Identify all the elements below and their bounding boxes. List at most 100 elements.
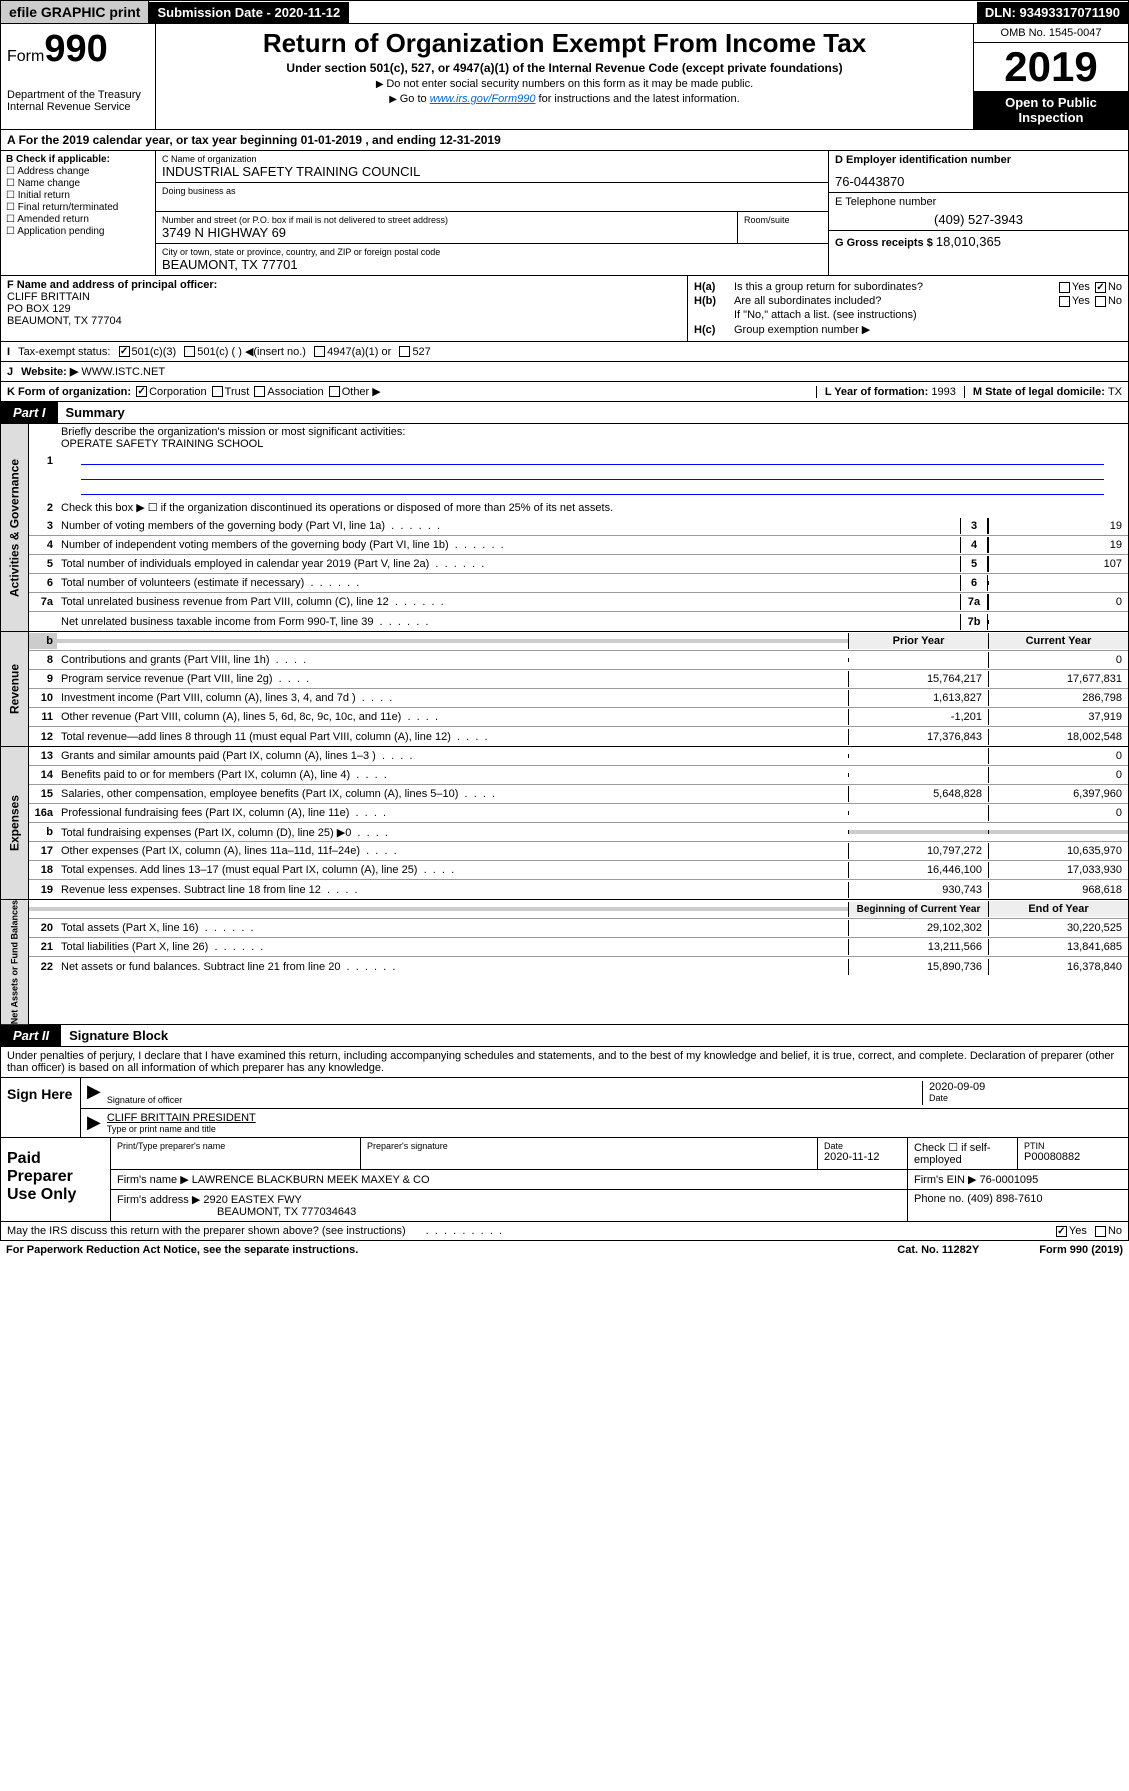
line-num: 11: [29, 709, 57, 725]
discuss-row: May the IRS discuss this return with the…: [0, 1222, 1129, 1241]
firm-addr-box: Firm's address ▶ 2920 EASTEX FWY BEAUMON…: [111, 1190, 908, 1221]
line-item: 19 Revenue less expenses. Subtract line …: [29, 880, 1128, 899]
part1-label: Part I: [1, 402, 58, 423]
chk-final[interactable]: ☐ Final return/terminated: [6, 202, 150, 213]
sig-name: CLIFF BRITTAIN PRESIDENT: [107, 1112, 256, 1124]
irs-link[interactable]: www.irs.gov/Form990: [430, 93, 536, 105]
group-return-box: H(a) Is this a group return for subordin…: [688, 276, 1128, 341]
firm-name: LAWRENCE BLACKBURN MEEK MAXEY & CO: [192, 1174, 430, 1186]
prep-name-label: Print/Type preparer's name: [117, 1141, 354, 1151]
chk-527[interactable]: [399, 346, 410, 357]
ptin-value: P00080882: [1024, 1151, 1122, 1163]
ha-line: H(a) Is this a group return for subordin…: [694, 281, 1122, 293]
discuss-no[interactable]: [1095, 1226, 1106, 1237]
sig-arrow-2: ▶: [87, 1112, 101, 1134]
opt-trust: Trust: [225, 386, 250, 398]
tel-label: E Telephone number: [835, 196, 1122, 208]
chk-501c3[interactable]: [119, 346, 130, 357]
chk-pending[interactable]: ☐ Application pending: [6, 226, 150, 237]
netassets-section: Net Assets or Fund Balances Beginning of…: [0, 900, 1129, 1025]
chk-other[interactable]: [329, 386, 340, 397]
section-b-label: B Check if applicable:: [6, 154, 150, 165]
perjury-text: Under penalties of perjury, I declare th…: [1, 1047, 1128, 1077]
opt-other: Other ▶: [342, 385, 381, 398]
chk-name[interactable]: ☐ Name change: [6, 178, 150, 189]
line-num: 9: [29, 671, 57, 687]
line-num: 6: [29, 575, 57, 591]
line-box: 5: [960, 556, 988, 572]
line-item: 5 Total number of individuals employed i…: [29, 555, 1128, 574]
exempt-label: Tax-exempt status:: [18, 346, 110, 358]
hc-text: Group exemption number ▶: [734, 323, 870, 336]
prior-val: [848, 773, 988, 777]
form-ref: Form 990 (2019): [1039, 1244, 1123, 1256]
line-desc: Total assets (Part X, line 16) . . . . .…: [57, 920, 848, 936]
website-row: J Website: ▶ WWW.ISTC.NET: [0, 362, 1129, 382]
side-governance: Activities & Governance: [1, 424, 29, 631]
rev-lines: b Prior Year Current Year 8 Contribution…: [29, 632, 1128, 746]
prior-val: [848, 830, 988, 834]
opt-501c3: 501(c)(3): [132, 346, 177, 358]
right-info-col: D Employer identification number 76-0443…: [828, 151, 1128, 275]
chk-assoc[interactable]: [254, 386, 265, 397]
city-box: City or town, state or province, country…: [156, 244, 828, 275]
officer-name: CLIFF BRITTAIN: [7, 291, 681, 303]
chk-address[interactable]: ☐ Address change: [6, 166, 150, 177]
side-expenses: Expenses: [1, 747, 29, 899]
prep-self-col: Check ☐ if self-employed: [908, 1138, 1018, 1169]
cur-val: 30,220,525: [988, 920, 1128, 936]
line-val: 19: [988, 537, 1128, 553]
line-desc: Total liabilities (Part X, line 26) . . …: [57, 939, 848, 955]
hb-no[interactable]: [1095, 296, 1106, 307]
mission-line3: [81, 481, 1104, 495]
chk-trust[interactable]: [212, 386, 223, 397]
chk-corp[interactable]: [136, 386, 147, 397]
line-desc: Net assets or fund balances. Subtract li…: [57, 959, 848, 975]
efile-label[interactable]: efile GRAPHIC print: [1, 1, 149, 23]
form990-label: Form990: [7, 28, 149, 71]
discuss-yes[interactable]: [1056, 1226, 1067, 1237]
main-title: Return of Organization Exempt From Incom…: [160, 28, 969, 59]
firm-ein: 76-0001095: [980, 1174, 1039, 1186]
ha-yesno: Yes No: [1057, 281, 1122, 293]
irs-label: Internal Revenue Service: [7, 101, 149, 113]
rev-b: b: [29, 633, 57, 649]
hb-yes[interactable]: [1059, 296, 1070, 307]
line-item: Net unrelated business taxable income fr…: [29, 612, 1128, 631]
line-desc: Total number of individuals employed in …: [57, 556, 960, 572]
cur-val: 286,798: [988, 690, 1128, 706]
prep-self-label: Check ☐ if self-employed: [914, 1141, 1011, 1166]
side-revenue: Revenue: [1, 632, 29, 746]
ha-no[interactable]: [1095, 282, 1106, 293]
line-item: 11 Other revenue (Part VIII, column (A),…: [29, 708, 1128, 727]
m-box: M State of legal domicile: TX: [964, 386, 1122, 398]
line-desc: Salaries, other compensation, employee b…: [57, 786, 848, 802]
line-desc: Contributions and grants (Part VIII, lin…: [57, 652, 848, 668]
prep-row3: Firm's address ▶ 2920 EASTEX FWY BEAUMON…: [111, 1190, 1128, 1221]
chk-501c[interactable]: [184, 346, 195, 357]
cur-val: 968,618: [988, 882, 1128, 898]
footer-line: For Paperwork Reduction Act Notice, see …: [0, 1241, 1129, 1259]
line-desc: Total expenses. Add lines 13–17 (must eq…: [57, 862, 848, 878]
line-item: 3 Number of voting members of the govern…: [29, 517, 1128, 536]
paperwork-text: For Paperwork Reduction Act Notice, see …: [6, 1244, 358, 1256]
ha-yes[interactable]: [1059, 282, 1070, 293]
line-num: 7a: [29, 594, 57, 610]
l-value: 1993: [931, 386, 955, 398]
line-num: 8: [29, 652, 57, 668]
firm-ein-box: Firm's EIN ▶ 76-0001095: [908, 1170, 1128, 1189]
line-num: 19: [29, 882, 57, 898]
sig-name-box: CLIFF BRITTAIN PRESIDENT Type or print n…: [107, 1112, 256, 1134]
sig-name-label: Type or print name and title: [107, 1124, 256, 1134]
prior-val: [848, 754, 988, 758]
line-item: 10 Investment income (Part VIII, column …: [29, 689, 1128, 708]
address-row: Number and street (or P.O. box if mail i…: [156, 212, 828, 244]
chk-4947[interactable]: [314, 346, 325, 357]
form-org-row: K Form of organization: Corporation Trus…: [0, 382, 1129, 402]
line-item: 13 Grants and similar amounts paid (Part…: [29, 747, 1128, 766]
rev-header: b Prior Year Current Year: [29, 632, 1128, 651]
chk-amended[interactable]: ☐ Amended return: [6, 214, 150, 225]
tax-year-line: A For the 2019 calendar year, or tax yea…: [0, 130, 1129, 151]
chk-initial[interactable]: ☐ Initial return: [6, 190, 150, 201]
line-item: 14 Benefits paid to or for members (Part…: [29, 766, 1128, 785]
